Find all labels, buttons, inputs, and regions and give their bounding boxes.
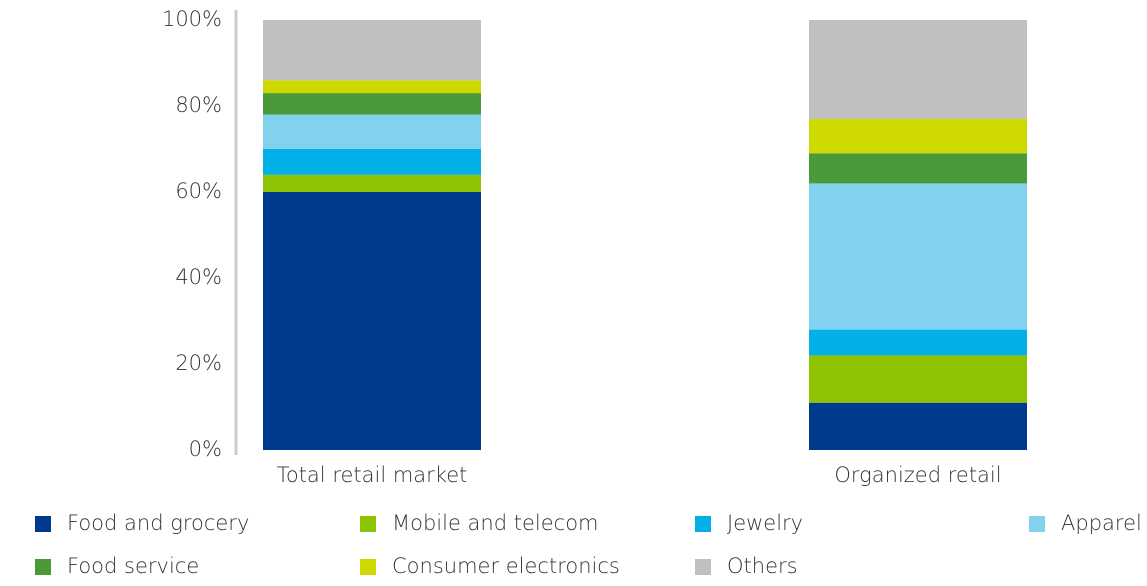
legend-swatch [695, 559, 711, 575]
bar-segment [263, 80, 481, 94]
legend-swatch [695, 516, 711, 532]
legend-label: Consumer electronics [392, 554, 620, 578]
legend-swatch [1029, 516, 1045, 532]
legend-swatch [35, 559, 51, 575]
bar-segment [263, 93, 481, 115]
legend-swatch [360, 559, 376, 575]
legend-label: Food and grocery [67, 511, 249, 535]
bar-segment [809, 329, 1027, 356]
x-tick-label: Total retail market [277, 463, 468, 487]
bar-segment [809, 20, 1027, 119]
y-tick-label: 20% [175, 351, 222, 375]
y-tick-label: 0% [189, 437, 222, 461]
legend-label: Others [727, 554, 798, 578]
legend-swatch [35, 516, 51, 532]
bar-segment [809, 402, 1027, 450]
y-tick-label: 100% [162, 7, 222, 31]
bar-segment [809, 355, 1027, 403]
bar-segment [263, 20, 481, 81]
bar-segment [809, 183, 1027, 330]
bar-segment [809, 118, 1027, 154]
legend-label: Jewelry [727, 511, 803, 535]
y-tick-label: 80% [175, 93, 222, 117]
legend-swatch [360, 516, 376, 532]
bar-segment [809, 153, 1027, 184]
bar-segment [263, 149, 481, 175]
legend-label: Food service [67, 554, 199, 578]
legend-label: Mobile and telecom [392, 511, 599, 535]
legend-label: Apparel [1061, 511, 1142, 535]
y-tick-label: 40% [175, 265, 222, 289]
x-tick-label: Organized retail [834, 463, 1001, 487]
y-tick-label: 60% [175, 179, 222, 203]
bar-segment [263, 192, 481, 450]
bar-segment [263, 114, 481, 149]
bar-segment [263, 174, 481, 192]
